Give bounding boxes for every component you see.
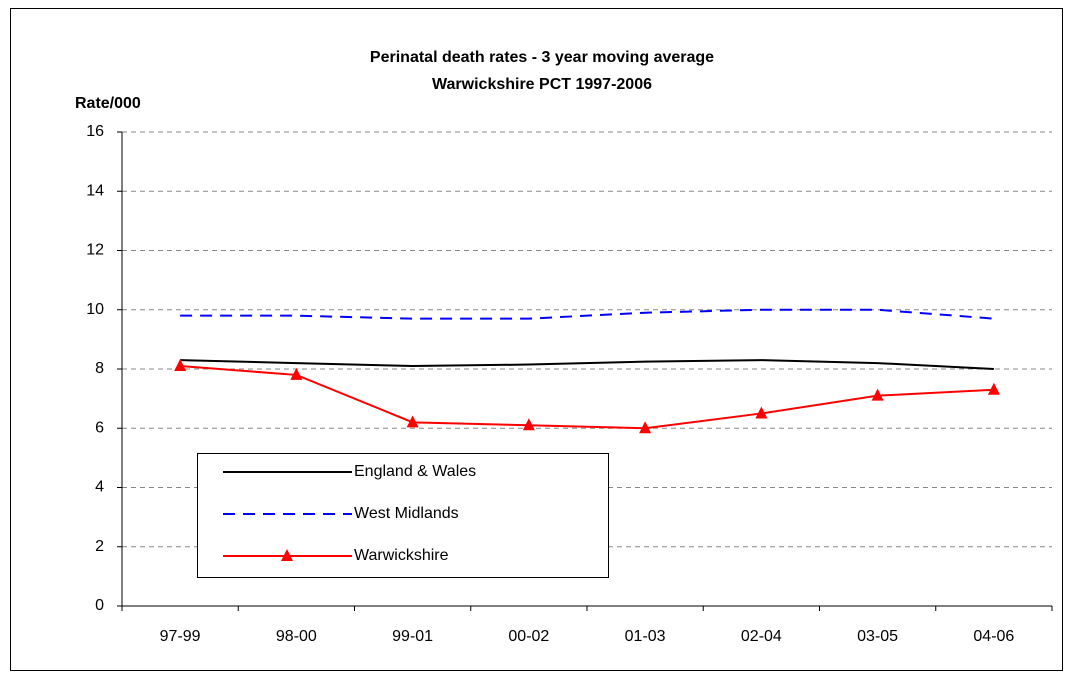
- point-marker: [755, 406, 768, 419]
- point-marker: [871, 388, 884, 401]
- x-tick-label: 03-05: [857, 628, 898, 645]
- x-tick-label: 00-02: [508, 628, 549, 645]
- y-tick-label: 16: [86, 123, 104, 140]
- y-tick-label: 14: [86, 182, 104, 199]
- point-marker: [290, 367, 303, 380]
- legend-marker: [281, 549, 293, 561]
- x-tick-label: 98-00: [276, 628, 317, 645]
- chart-subtitle: Warwickshire PCT 1997-2006: [432, 76, 652, 93]
- y-tick-label: 10: [86, 301, 104, 318]
- y-tick-label: 4: [95, 479, 104, 496]
- series-line: [180, 359, 994, 370]
- y-tick-label: 8: [95, 360, 104, 377]
- y-tick-label: 2: [95, 538, 104, 555]
- legend-label: England & Wales: [354, 463, 476, 480]
- point-marker: [639, 421, 652, 434]
- y-axis-label: Rate/000: [75, 95, 141, 112]
- point-marker: [406, 415, 419, 428]
- series-line: [180, 308, 994, 320]
- x-tick-label: 04-06: [973, 628, 1014, 645]
- chart-title: Perinatal death rates - 3 year moving av…: [370, 49, 714, 66]
- y-tick-label: 12: [86, 242, 104, 259]
- point-marker: [174, 359, 187, 372]
- point-marker: [987, 382, 1000, 395]
- point-marker: [522, 418, 535, 431]
- y-tick-label: 0: [95, 597, 104, 614]
- legend-label: Warwickshire: [354, 547, 449, 564]
- x-tick-label: 97-99: [160, 628, 201, 645]
- x-tick-label: 99-01: [392, 628, 433, 645]
- legend-label: West Midlands: [354, 505, 459, 522]
- x-tick-label: 02-04: [741, 628, 782, 645]
- x-tick-label: 01-03: [625, 628, 666, 645]
- series-line: [180, 365, 994, 430]
- y-tick-label: 6: [95, 419, 104, 436]
